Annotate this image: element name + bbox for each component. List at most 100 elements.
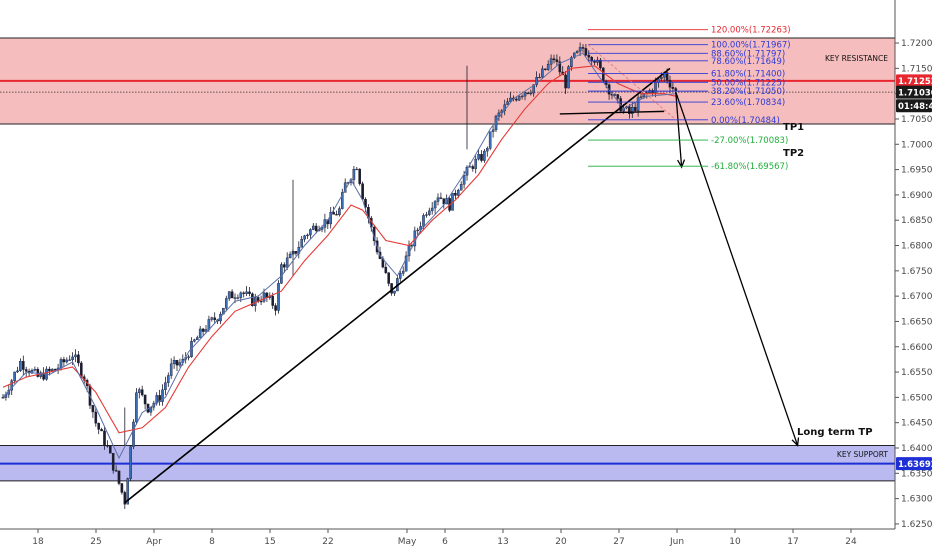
candle-body-22 <box>65 359 69 363</box>
fib-diagonal <box>587 44 677 121</box>
y-tick-label-3: 1.70500 <box>901 115 932 125</box>
candle-body-59 <box>172 360 176 365</box>
fib-label-9: -27.00%(1.70083) <box>711 136 788 146</box>
candle-body-73 <box>213 317 217 321</box>
fib-label-8: 0.00%(1.70484) <box>711 116 780 126</box>
candle-body-132 <box>384 266 388 273</box>
candle-body-157 <box>457 190 460 196</box>
candle-body-189 <box>549 58 553 65</box>
candle-body-27 <box>79 362 83 377</box>
candle-body-95 <box>277 283 280 311</box>
candle-body-178 <box>517 96 521 101</box>
candle-body-68 <box>198 328 202 338</box>
candle-body-201 <box>584 48 588 56</box>
candle-body-207 <box>602 67 605 82</box>
candle-body-121 <box>352 169 356 180</box>
x-tick-label-12: 10 <box>729 537 741 547</box>
candle-body-108 <box>314 225 318 232</box>
candle-body-232 <box>674 88 678 91</box>
candle-body-105 <box>306 234 309 237</box>
candle-body-49 <box>143 394 147 405</box>
candle-body-195 <box>567 66 570 89</box>
x-tick-label-7: 6 <box>442 537 448 547</box>
fib-label-0: 120.00%(1.72263) <box>711 26 791 36</box>
candle-body-124 <box>361 183 364 200</box>
candle-body-70 <box>204 329 208 332</box>
candle-body-227 <box>660 76 663 80</box>
candle-body-103 <box>300 238 304 248</box>
candle-body-17 <box>51 368 54 372</box>
candle-body-16 <box>48 368 51 372</box>
tp1-label: TP1 <box>783 122 804 133</box>
candle-body-143 <box>416 229 420 232</box>
candle-body-38 <box>111 452 115 471</box>
fib-label-1: 100.00%(1.71967) <box>711 41 791 51</box>
long-term-arrow-head <box>791 437 800 447</box>
candle-body-212 <box>616 94 620 99</box>
candle-body-55 <box>161 389 164 402</box>
x-tick-label-2: Apr <box>146 537 162 547</box>
candle-body-217 <box>631 106 634 114</box>
candle-body-200 <box>581 47 585 49</box>
candle-body-97 <box>283 264 286 268</box>
candle-body-206 <box>599 59 602 69</box>
y-tick-label-14: 1.65000 <box>901 393 932 403</box>
candle-body-139 <box>404 255 408 272</box>
candle-body-186 <box>541 68 544 78</box>
candle-body-167 <box>486 148 489 152</box>
candle-body-40 <box>117 470 121 484</box>
key-support-label: KEY SUPPORT <box>837 450 888 459</box>
candle-body-11 <box>33 368 37 371</box>
candle-body-216 <box>628 106 631 114</box>
fib-label-7: 23.60%(1.70834) <box>711 98 785 108</box>
candle-body-219 <box>636 97 640 111</box>
candle-body-99 <box>288 253 292 259</box>
candle-body-133 <box>387 272 391 284</box>
candle-body-122 <box>355 168 359 171</box>
candle-body-199 <box>578 47 582 52</box>
candle-body-117 <box>341 192 344 209</box>
fib-label-10: -61.80%(1.69567) <box>711 162 788 172</box>
candle-body-78 <box>227 291 231 299</box>
y-tick-label-7: 1.68500 <box>901 216 932 226</box>
candle-body-137 <box>399 273 402 279</box>
candle-body-114 <box>332 211 335 215</box>
candle-body-5 <box>16 370 19 373</box>
candle-body-86 <box>251 293 254 307</box>
candle-body-231 <box>671 87 675 89</box>
candle-body-90 <box>262 292 266 302</box>
y-tick-label-8: 1.68000 <box>901 242 932 252</box>
candle-body-205 <box>596 59 599 63</box>
x-tick-label-13: 17 <box>787 537 798 547</box>
x-tick-label-11: Jun <box>669 537 684 547</box>
y-tick-label-18: 1.63000 <box>901 495 932 505</box>
candle-body-181 <box>526 92 530 94</box>
candle-body-185 <box>538 76 541 79</box>
candle-body-20 <box>59 359 63 369</box>
candle-body-79 <box>230 291 234 299</box>
candle-body-33 <box>97 422 100 430</box>
candle-body-46 <box>135 392 138 423</box>
price-tag-text-3: 1.63692 <box>898 460 932 470</box>
candle-body-82 <box>239 292 243 298</box>
fib-label-4: 61.80%(1.71400) <box>711 69 785 79</box>
candle-body-45 <box>132 421 135 447</box>
candle-body-190 <box>552 58 556 61</box>
price-tag-bg-2 <box>896 99 932 113</box>
candle-body-83 <box>242 292 246 294</box>
long-term-tp-label: Long term TP <box>797 427 873 438</box>
candle-body-174 <box>506 101 509 105</box>
candle-body-57 <box>166 375 170 383</box>
price-tag-text-0: 1.71252 <box>898 77 932 87</box>
candle-body-85 <box>248 291 251 294</box>
candle-body-230 <box>668 80 672 88</box>
candle-body-229 <box>665 72 669 81</box>
candle-body-84 <box>245 291 248 294</box>
candle-body-194 <box>564 74 567 89</box>
x-tick-label-4: 15 <box>264 537 275 547</box>
price-tag-bg-3 <box>896 457 932 471</box>
candle-body-183 <box>532 84 535 94</box>
time-axis-bg <box>0 529 932 550</box>
